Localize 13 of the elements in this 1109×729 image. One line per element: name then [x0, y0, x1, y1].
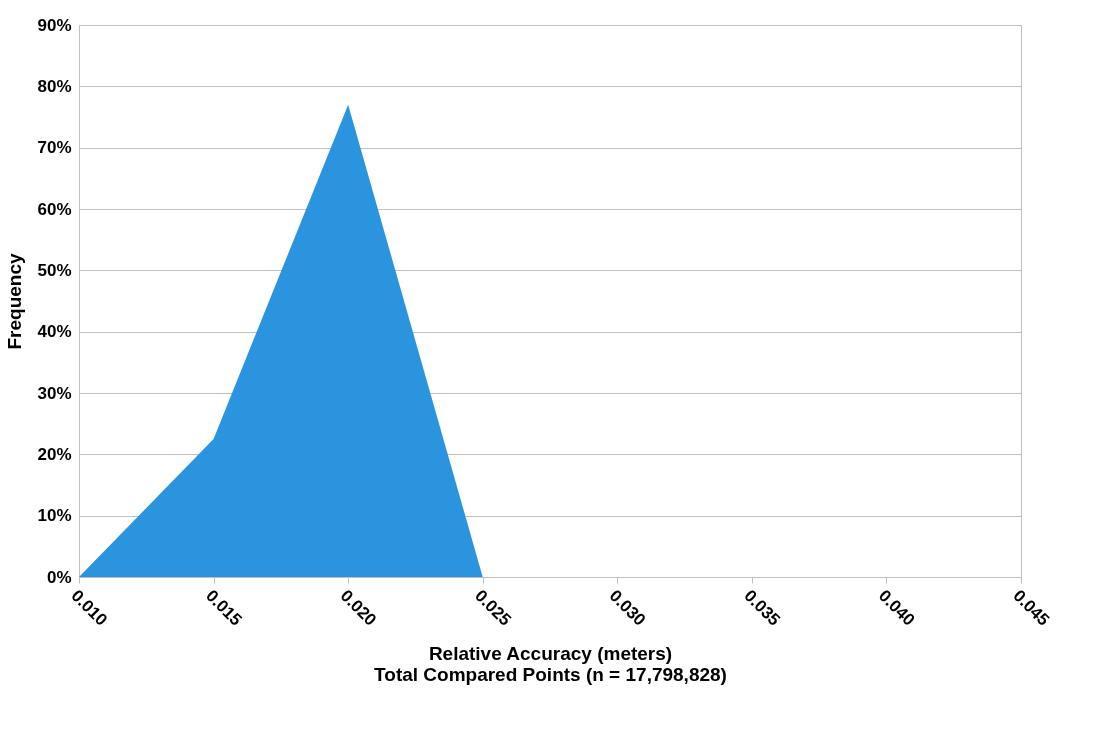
- y-tick-label: 70%: [37, 138, 72, 158]
- x-axis-title: Relative Accuracy (meters): [428, 642, 673, 664]
- y-tick-label: 90%: [37, 15, 72, 35]
- y-axis-title: Frequency: [4, 253, 26, 350]
- y-tick-label: 30%: [37, 383, 72, 403]
- y-tick-label: 10%: [37, 506, 72, 526]
- y-tick-label: 0%: [46, 567, 72, 587]
- y-tick-label: 60%: [37, 199, 72, 219]
- y-tick-label: 80%: [37, 76, 72, 96]
- y-tick-label: 20%: [37, 444, 72, 464]
- text: Total Compared Points (n = 17,798,828): [374, 663, 727, 685]
- y-tick-label: 50%: [37, 260, 72, 280]
- y-tick-label: 40%: [37, 322, 72, 342]
